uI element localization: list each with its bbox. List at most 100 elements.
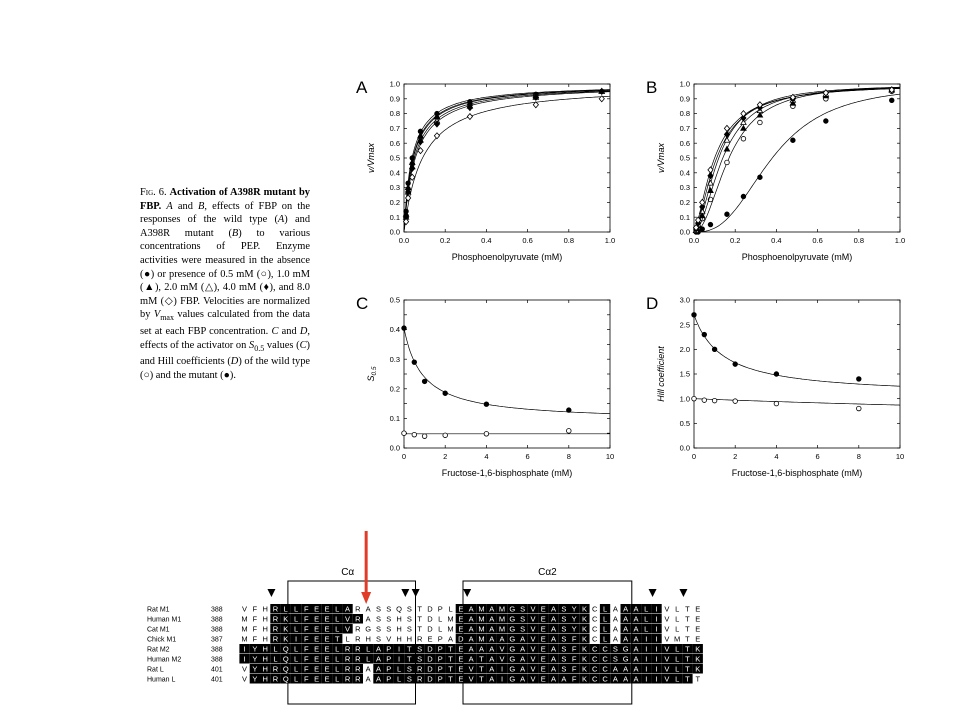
residue-shade [393, 664, 405, 674]
caption-segment: B [198, 200, 205, 212]
residue: E [314, 635, 319, 644]
residue-shade [455, 644, 466, 654]
y-axis-label: v/Vmax [656, 143, 666, 174]
residue: M [499, 625, 505, 634]
residue: S [613, 655, 618, 664]
residue: E [541, 645, 546, 654]
residue: A [479, 645, 484, 654]
residue-shade [620, 664, 631, 674]
residue: A [520, 675, 525, 684]
residue: G [509, 645, 515, 654]
residue: I [656, 665, 658, 674]
residue: A [469, 605, 474, 614]
residue-shade [538, 614, 549, 624]
residue-shade [538, 634, 549, 644]
data-point [757, 119, 763, 126]
residue: I [645, 645, 647, 654]
residue-shade [496, 664, 508, 674]
caption-segment: D [230, 356, 239, 368]
sequence-start: 388 [211, 607, 223, 614]
residue-shade [651, 644, 662, 654]
plot-frame [693, 299, 901, 449]
residue: R [345, 665, 351, 674]
x-tick-label: 1.0 [605, 236, 615, 245]
data-point [732, 361, 738, 367]
residue: E [458, 615, 463, 624]
residue: L [366, 645, 370, 654]
residue-shade [321, 624, 333, 634]
residue: T [417, 605, 422, 614]
residue-shade [363, 644, 374, 654]
fit-curve [403, 89, 610, 233]
x-tick-label: 0.0 [689, 236, 699, 245]
data-point [757, 174, 763, 180]
residue: I [501, 675, 503, 684]
residue-shade [424, 654, 436, 664]
residue-shade [507, 604, 518, 614]
residue-shade [641, 604, 652, 614]
residue-shade [342, 614, 353, 624]
residue-shade [672, 644, 683, 654]
residue: L [345, 635, 349, 644]
residue: V [386, 635, 391, 644]
residue: A [345, 605, 350, 614]
residue: E [314, 655, 319, 664]
residue: C [592, 655, 598, 664]
residue: M [478, 615, 484, 624]
residue-shade [290, 674, 302, 684]
residue-shade [672, 654, 683, 664]
residue-shade [270, 664, 281, 674]
residue: L [335, 675, 339, 684]
residue-shade [610, 674, 621, 684]
residue-shade [558, 634, 569, 644]
panel-letter: A [356, 78, 368, 97]
data-point [888, 86, 895, 94]
residue-shade [548, 674, 559, 684]
residue: F [304, 675, 309, 684]
residue: T [479, 675, 484, 684]
residue-shade [435, 674, 446, 684]
residue-shade [311, 664, 322, 674]
residue-shade [569, 614, 580, 624]
residue: E [314, 605, 319, 614]
residue: M [241, 625, 247, 634]
residue: E [695, 625, 700, 634]
residue: A [551, 665, 556, 674]
residue: H [262, 635, 267, 644]
residue: L [438, 615, 442, 624]
residue: I [656, 645, 658, 654]
residue: D [427, 675, 433, 684]
residue: T [685, 675, 690, 684]
residue: T [335, 635, 340, 644]
residue: I [645, 675, 647, 684]
residue: R [355, 655, 361, 664]
residue: E [458, 655, 463, 664]
residue-shade [414, 664, 425, 674]
residue: E [541, 665, 546, 674]
residue: A [613, 635, 618, 644]
y-tick-label: 1.5 [680, 370, 690, 379]
arrowhead-marker [411, 589, 420, 597]
arrowhead-marker [463, 589, 472, 597]
residue: L [273, 645, 277, 654]
residue: P [386, 675, 391, 684]
residue: L [335, 665, 339, 674]
data-point [692, 223, 700, 232]
plot-frame [693, 83, 901, 233]
residue-shade [558, 614, 569, 624]
residue-shade [569, 674, 580, 684]
data-point [433, 120, 441, 128]
x-tick-label: 0 [692, 452, 696, 461]
residue-shade [280, 624, 291, 634]
residue-shade [373, 654, 384, 664]
y-tick-label: 0.2 [390, 384, 400, 393]
data-point [402, 218, 410, 226]
x-tick-label: 0 [402, 452, 406, 461]
residue: T [685, 645, 690, 654]
y-tick-label: 0.3 [390, 183, 400, 192]
plot-frame [403, 83, 611, 233]
residue-shade [321, 654, 333, 664]
residue: A [376, 645, 381, 654]
residue-shade [466, 614, 477, 624]
residue: I [295, 635, 297, 644]
